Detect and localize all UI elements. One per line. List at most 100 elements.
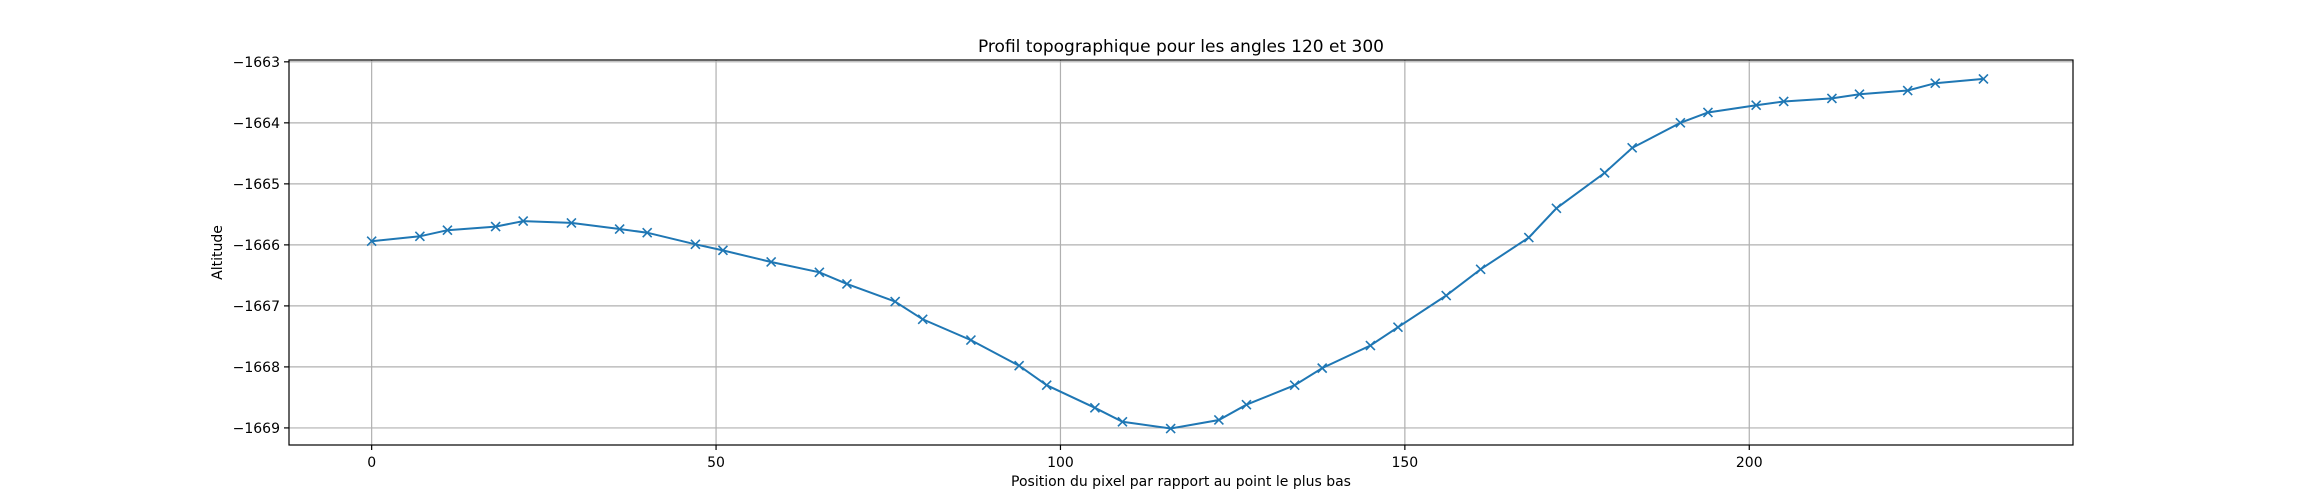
data-point-marker (1627, 142, 1638, 153)
marker-stroke (1365, 340, 1376, 351)
data-point-marker (1854, 89, 1865, 100)
data-point-marker (1902, 85, 1913, 96)
y-tick-label: −1669 (233, 421, 280, 437)
marker-stroke (814, 267, 825, 278)
x-axis-label: Position du pixel par rapport au point l… (1011, 474, 1351, 490)
x-tick-label: 50 (707, 455, 725, 471)
data-point-marker (366, 236, 377, 247)
data-point-marker (1392, 322, 1404, 333)
x-tick-label: 0 (367, 455, 376, 471)
series-line (371, 77, 1984, 430)
marker-stroke (1213, 414, 1224, 426)
marker-stroke (1041, 380, 1052, 391)
marker-stroke (1751, 100, 1762, 111)
marker-stroke (614, 223, 625, 235)
data-point-marker (490, 221, 501, 232)
data-point-marker (1702, 107, 1714, 118)
data-point-marker (1778, 96, 1789, 107)
data-point-marker (965, 334, 976, 346)
x-tick-label: 200 (1736, 455, 1763, 471)
chart-title: Profil topographique pour les angles 120… (978, 37, 1384, 57)
ticks: 0 50 100 150 200 −1669 −1668 −1667 −1666 −1665 −16… (233, 55, 1763, 471)
marker-stroke (1475, 264, 1486, 275)
y-tick-label: −1663 (233, 55, 280, 71)
marker-stroke (518, 216, 529, 227)
marker-stroke (1599, 167, 1610, 178)
marker-stroke (1392, 322, 1404, 333)
y-tick-label: −1667 (233, 299, 280, 315)
marker-stroke (766, 256, 777, 268)
y-tick-label: −1665 (233, 177, 280, 193)
data-point-marker (1365, 340, 1376, 351)
marker-stroke (1826, 93, 1837, 104)
data-point-marker (1117, 416, 1128, 427)
data-point-marker (841, 278, 852, 289)
series-layer (366, 73, 1989, 434)
y-tick-label: −1668 (233, 360, 280, 376)
data-point-marker (890, 296, 901, 307)
data-point-marker (1551, 203, 1562, 214)
marker-stroke (841, 278, 852, 289)
data-point-marker (1930, 78, 1941, 89)
y-tick-label: −1664 (233, 116, 280, 132)
marker-stroke (1089, 402, 1100, 413)
marker-stroke (490, 221, 501, 232)
data-point-marker (917, 314, 928, 325)
data-point-marker (1523, 232, 1534, 243)
marker-stroke (442, 225, 453, 236)
marker-stroke (1702, 107, 1714, 118)
data-point-marker (1041, 380, 1052, 391)
data-point-marker (1241, 399, 1252, 410)
y-tick-label: −1666 (233, 238, 280, 254)
marker-stroke (965, 334, 976, 346)
data-point-marker (442, 225, 453, 236)
marker-stroke (890, 296, 901, 307)
marker-stroke (1627, 142, 1638, 153)
marker-stroke (1289, 380, 1300, 391)
marker-stroke (1551, 203, 1562, 214)
data-point-marker (1014, 360, 1025, 371)
grid (289, 60, 2073, 445)
marker-stroke (1854, 89, 1865, 100)
marker-stroke (1523, 232, 1534, 243)
marker-stroke (366, 236, 377, 247)
marker-stroke (642, 227, 653, 238)
data-point-marker (414, 231, 425, 242)
y-axis-label: Altitude (210, 225, 226, 280)
data-point-marker (1441, 290, 1452, 301)
data-point-marker (717, 245, 729, 256)
data-point-marker (1317, 363, 1328, 374)
data-point-marker (1213, 414, 1224, 426)
marker-stroke (1441, 290, 1452, 301)
data-point-marker (1475, 264, 1486, 275)
marker-stroke (717, 245, 729, 256)
data-point-marker (1165, 423, 1176, 434)
data-point-marker (1289, 380, 1300, 391)
data-point-marker (566, 217, 577, 228)
data-point-marker (1599, 167, 1610, 178)
marker-stroke (1014, 360, 1025, 371)
data-point-marker (1826, 93, 1837, 104)
marker-stroke (1930, 78, 1941, 89)
data-point-marker (1978, 73, 1989, 84)
marker-stroke (1675, 117, 1686, 128)
marker-stroke (1902, 85, 1913, 96)
marker-stroke (1165, 423, 1176, 434)
data-point-marker (642, 227, 653, 238)
data-point-marker (766, 256, 777, 268)
marker-stroke (414, 231, 425, 242)
marker-stroke (1778, 96, 1789, 107)
marker-stroke (1317, 363, 1328, 374)
data-point-marker (1675, 117, 1686, 128)
marker-stroke (566, 217, 577, 228)
data-point-marker (814, 267, 825, 278)
x-tick-label: 150 (1391, 455, 1418, 471)
data-point-marker (1751, 100, 1762, 111)
plot-frame (288, 59, 2074, 446)
data-point-marker (690, 239, 701, 250)
marker-stroke (1117, 416, 1128, 427)
x-tick-label: 100 (1047, 455, 1074, 471)
data-point-marker (1089, 402, 1100, 413)
